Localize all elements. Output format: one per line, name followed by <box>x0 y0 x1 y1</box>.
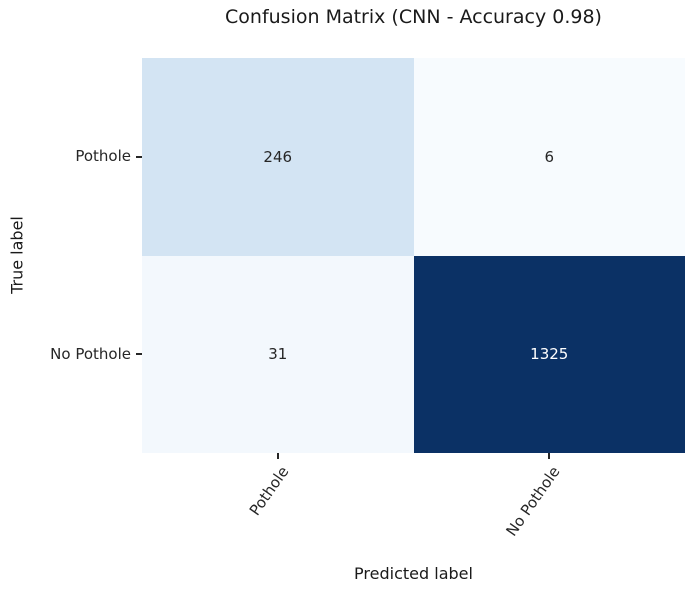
heatmap-cell-true-pothole-pred-pothole: 246 <box>142 58 414 256</box>
x-tick-label-nopothole: No Pothole <box>502 463 564 540</box>
x-tick-label-pothole: Pothole <box>246 463 293 519</box>
x-tick-mark-nopothole <box>548 453 550 459</box>
y-tick-label-pothole: Pothole <box>75 147 131 165</box>
chart-title: Confusion Matrix (CNN - Accuracy 0.98) <box>225 6 602 28</box>
y-tick-label-nopothole: No Pothole <box>50 345 131 363</box>
y-tick-mark-pothole <box>136 156 142 158</box>
x-tick-mark-pothole <box>277 453 279 459</box>
heatmap-cell-true-nopothole-pred-nopothole: 1325 <box>413 255 685 453</box>
heatmap-cell-true-nopothole-pred-pothole: 31 <box>142 255 414 453</box>
heatmap-cell-true-pothole-pred-nopothole: 6 <box>413 58 685 256</box>
heatmap-grid: 246 6 31 1325 <box>142 58 685 453</box>
y-tick-mark-nopothole <box>136 353 142 355</box>
y-axis-label: True label <box>7 216 27 294</box>
x-axis-label: Predicted label <box>354 564 473 583</box>
